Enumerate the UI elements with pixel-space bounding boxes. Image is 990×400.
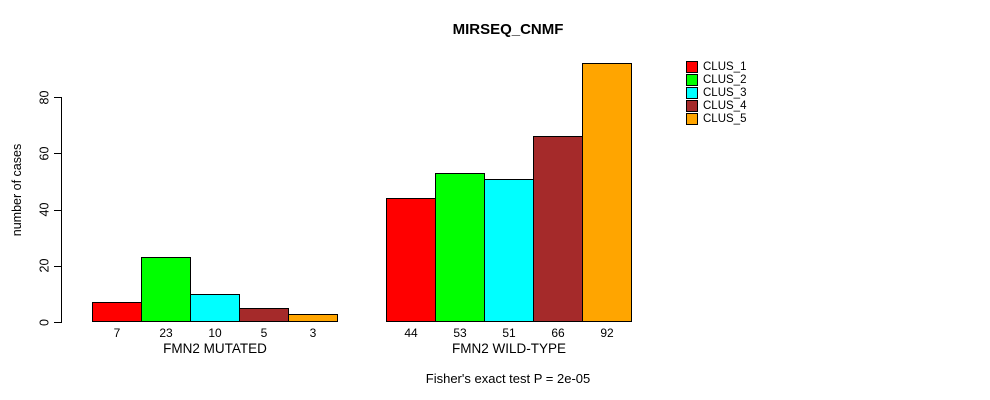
y-tick-mark <box>54 322 61 323</box>
bar-clus_3 <box>484 179 534 322</box>
y-tick-mark <box>54 153 61 155</box>
y-tick-label: 60 <box>37 146 52 161</box>
y-tick-mark <box>54 265 61 267</box>
bar-value-label: 5 <box>260 326 268 340</box>
bar-value-label: 44 <box>404 326 418 340</box>
bar-value-label: 23 <box>159 326 173 340</box>
legend-item-clus_3: CLUS_3 <box>686 87 746 100</box>
bar-clus_5 <box>288 314 338 322</box>
legend-item-clus_5: CLUS_5 <box>686 113 746 126</box>
fisher-test-annotation: Fisher's exact test P = 2e-05 <box>425 371 591 386</box>
legend-item-clus_1: CLUS_1 <box>686 61 746 74</box>
bar-value-label: 51 <box>502 326 516 340</box>
legend-item-clus_4: CLUS_4 <box>686 100 746 113</box>
bar-value-label: 7 <box>113 326 121 340</box>
legend-label: CLUS_4 <box>703 100 747 113</box>
y-tick-mark <box>54 97 61 98</box>
legend-swatch-clus_4 <box>686 100 698 113</box>
bar-value-label: 92 <box>600 326 614 340</box>
y-tick-label: 0 <box>37 318 52 326</box>
legend-swatch-clus_1 <box>686 61 698 74</box>
legend-swatch-clus_5 <box>686 113 698 125</box>
bar-value-label: 66 <box>551 326 565 340</box>
bar-clus_2 <box>141 257 191 322</box>
legend-label: CLUS_2 <box>703 74 747 87</box>
legend-item-clus_2: CLUS_2 <box>686 74 746 87</box>
y-tick-label: 40 <box>37 202 52 217</box>
group-label-fmn2-mutated: FMN2 MUTATED <box>163 341 267 356</box>
legend-swatch-clus_2 <box>686 74 698 87</box>
legend-label: CLUS_3 <box>703 87 747 100</box>
legend: CLUS_1 CLUS_2 CLUS_3 CLUS_4 CLUS_5 <box>686 61 746 125</box>
bar-clus_3 <box>190 294 240 322</box>
y-tick-label: 80 <box>37 90 52 104</box>
bar-value-label: 53 <box>453 326 467 340</box>
bar-value-label: 3 <box>309 326 317 340</box>
bar-clus_5 <box>582 63 632 322</box>
y-axis-label: number of cases <box>10 143 24 237</box>
legend-label: CLUS_5 <box>703 113 747 125</box>
legend-label: CLUS_1 <box>703 61 747 74</box>
legend-swatch-clus_3 <box>686 87 698 100</box>
bar-clus_4 <box>533 136 583 322</box>
y-tick-mark <box>54 209 61 211</box>
bar-clus_4 <box>239 308 289 322</box>
group-label-fmn2-wild-type: FMN2 WILD-TYPE <box>451 341 566 356</box>
bar-value-label: 10 <box>208 326 222 340</box>
y-axis-line <box>61 97 62 323</box>
chart-title: MIRSEQ_CNMF <box>452 21 564 38</box>
bar-clus_1 <box>386 198 436 322</box>
bar-clus_1 <box>92 302 142 322</box>
y-tick-label: 20 <box>37 258 52 273</box>
bar-clus_2 <box>435 173 485 322</box>
